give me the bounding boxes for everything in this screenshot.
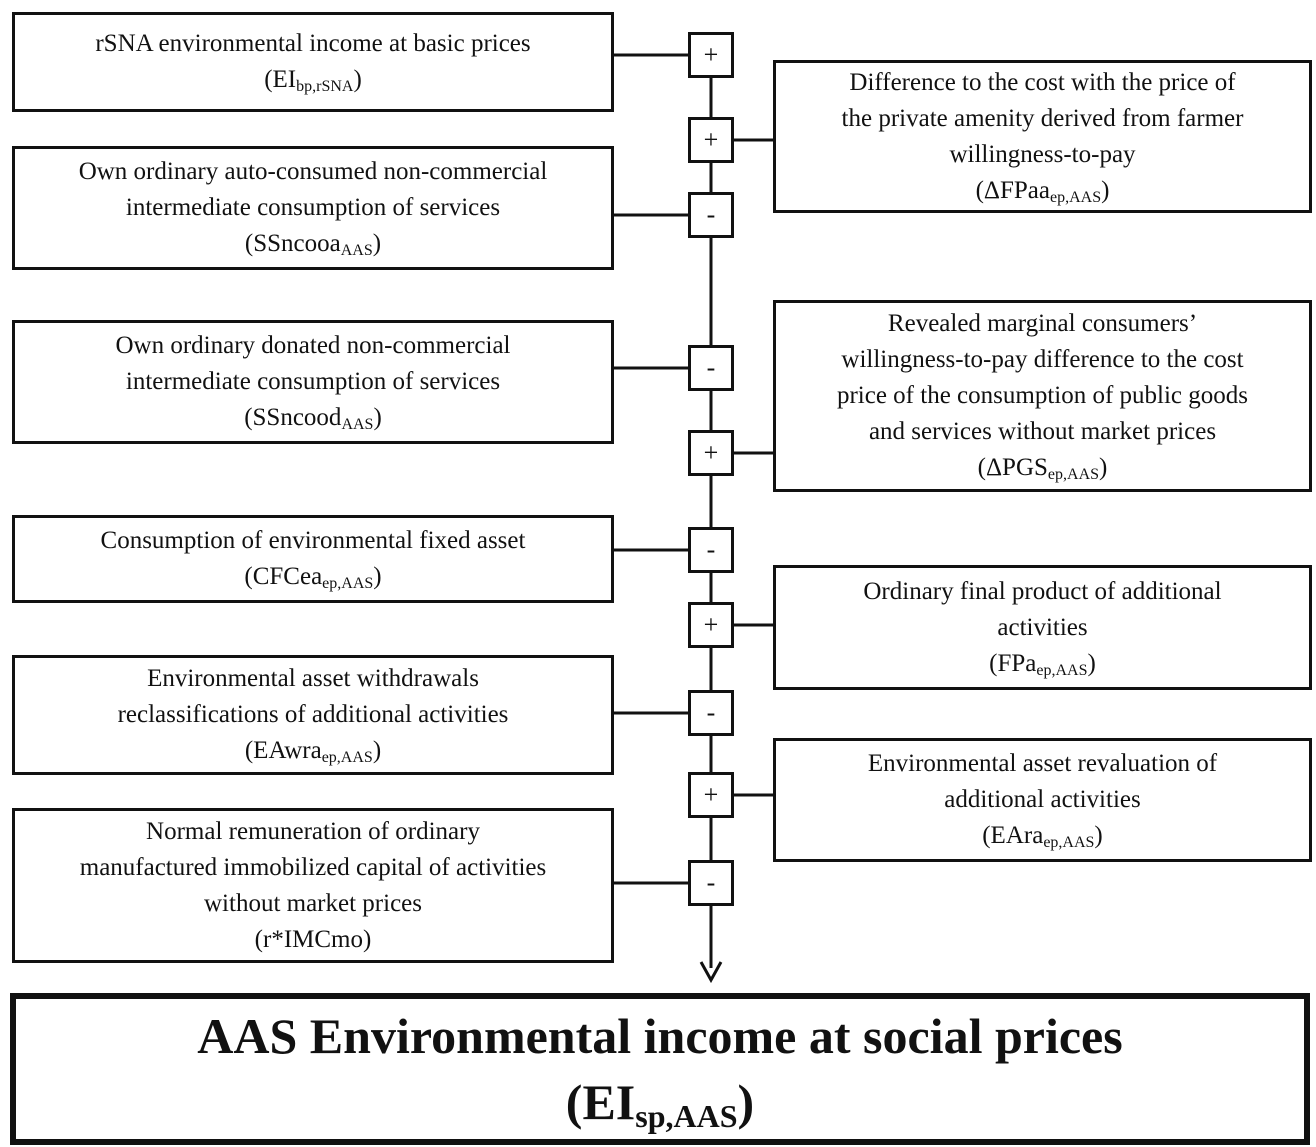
box-text: Difference to the cost with the price of <box>849 68 1236 96</box>
operator: + <box>688 32 734 78</box>
symbol-main: (ΔFPaa <box>975 176 1050 204</box>
result-title: AAS Environmental income at social price… <box>197 1008 1123 1064</box>
box-text: Own ordinary donated non-commercial <box>115 332 511 359</box>
symbol: (EIbp,rSNA) <box>264 62 362 98</box>
box-text: additional activities <box>944 786 1141 813</box>
symbol-subscript: ep,AAS <box>1047 466 1100 483</box>
symbol-subscript: bp,rSNA <box>296 78 354 95</box>
symbol: (ΔPGSep,AAS) <box>978 450 1108 486</box>
symbol-subscript: ep,AAS <box>1036 661 1088 679</box>
symbol-subscript: AAS <box>341 416 374 433</box>
box-text: without market prices <box>204 889 422 917</box>
symbol: (SSncoodAAS) <box>244 400 382 436</box>
box-text: Ordinary final product of additional <box>863 577 1222 605</box>
left-box: Own ordinary donated non-commercial inter… <box>12 320 614 444</box>
operator: + <box>688 772 734 818</box>
operator: - <box>688 527 734 573</box>
operator: + <box>688 430 734 476</box>
box-text: rSNA environmental income at basic price… <box>95 30 531 57</box>
symbol: (ΔFPaaep,AAS) <box>976 173 1110 209</box>
box-text: price of the consumption of public goods <box>836 382 1249 409</box>
box-text: Normal remuneration of ordinary <box>146 817 480 845</box>
symbol-close: ) <box>372 230 382 257</box>
symbol-main: (EI <box>565 1074 636 1130</box>
symbol: (CFCeaep,AAS) <box>244 559 381 595</box>
result-box: AAS Environmental income at social price… <box>10 993 1310 1145</box>
symbol-main: (EAra <box>982 822 1044 849</box>
arrow-head <box>699 961 723 984</box>
symbol: (SSncooaAAS) <box>245 226 381 262</box>
box-text: Environmental asset revaluation of <box>867 750 1218 777</box>
operator: + <box>688 117 734 163</box>
box-text: Revealed marginal consumers’ <box>887 310 1198 337</box>
symbol-main: (SSncooa <box>244 230 341 257</box>
symbol-close: ) <box>1087 649 1096 677</box>
box-text: intermediate consumption of services <box>125 368 501 395</box>
box-text: the private amenity derived from farmer <box>841 104 1244 132</box>
right-box: Difference to the cost with the price of… <box>773 60 1312 213</box>
left-box: rSNA environmental income at basic price… <box>12 12 614 112</box>
operator: + <box>688 602 734 648</box>
box-text: activities <box>997 613 1088 641</box>
operator: - <box>688 860 734 906</box>
symbol-close: ) <box>373 563 382 590</box>
symbol-close: ) <box>1094 822 1103 849</box>
symbol-subscript: AAS <box>340 242 373 259</box>
box-text: manufactured immobilized capital of acti… <box>79 853 547 881</box>
symbol-main: (EI <box>264 66 297 93</box>
symbol-close: ) <box>372 737 382 764</box>
symbol-close: ) <box>353 66 362 93</box>
box-text: intermediate consumption of services <box>125 194 501 221</box>
symbol-main: (EAwra <box>244 737 322 764</box>
symbol-subscript: ep,AAS <box>1043 834 1095 851</box>
right-box: Ordinary final product of additional acti… <box>773 565 1312 690</box>
symbol-main: (r*IMCmo) <box>254 925 372 953</box>
left-box: Consumption of environmental fixed asset… <box>12 515 614 603</box>
symbol: (r*IMCmo) <box>255 922 372 958</box>
symbol-close: ) <box>1101 176 1110 204</box>
operator: - <box>688 192 734 238</box>
box-text: willingness-to-pay difference to the cos… <box>841 346 1244 373</box>
symbol-subscript: ep,AAS <box>321 749 373 766</box>
symbol-subscript: sp,AAS <box>635 1098 738 1134</box>
right-box: Revealed marginal consumers’ willingness-… <box>773 300 1312 492</box>
symbol-main: (FPa <box>989 649 1037 677</box>
symbol-close: ) <box>1099 454 1108 481</box>
symbol-close: ) <box>737 1074 755 1130</box>
symbol-main: (SSncood <box>244 404 342 431</box>
symbol: (EIsp,AAS) <box>566 1069 754 1135</box>
symbol: (EAwraep,AAS) <box>245 733 381 769</box>
box-text: willingness-to-pay <box>949 140 1136 168</box>
operator: - <box>688 690 734 736</box>
left-box: Normal remuneration of ordinary manufactu… <box>12 808 614 963</box>
symbol-subscript: ep,AAS <box>1049 188 1102 206</box>
box-text: Consumption of environmental fixed asset <box>100 527 526 554</box>
symbol-subscript: ep,AAS <box>322 575 374 592</box>
box-text: Environmental asset withdrawals <box>147 665 479 692</box>
operator: - <box>688 345 734 391</box>
box-text: Own ordinary auto-consumed non-commercia… <box>78 158 548 185</box>
right-box: Environmental asset revaluation of additi… <box>773 738 1312 862</box>
left-box: Environmental asset withdrawals reclassif… <box>12 655 614 775</box>
symbol: (EAraep,AAS) <box>982 818 1103 854</box>
left-box: Own ordinary auto-consumed non-commercia… <box>12 146 614 270</box>
box-text: and services without market prices <box>868 418 1217 445</box>
symbol-close: ) <box>373 404 382 431</box>
symbol: (FPaep,AAS) <box>989 646 1096 682</box>
symbol-main: (ΔPGS <box>977 454 1048 481</box>
symbol-main: (CFCea <box>244 563 323 590</box>
box-text: reclassifications of additional activiti… <box>117 701 509 728</box>
